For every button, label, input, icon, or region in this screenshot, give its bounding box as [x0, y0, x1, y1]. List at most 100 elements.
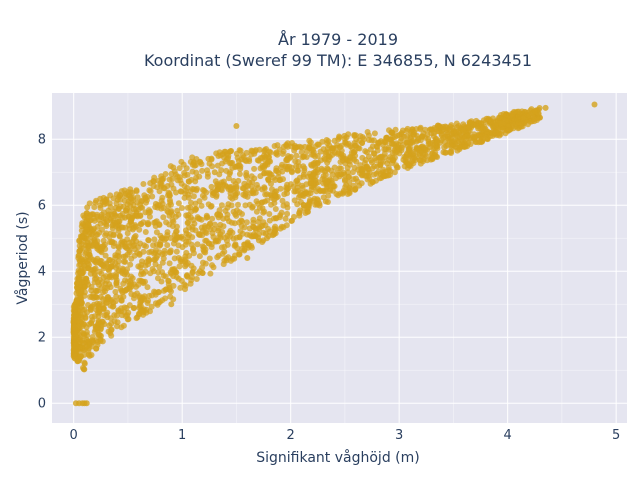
- plot-background: [52, 93, 627, 423]
- data-point: [295, 167, 301, 174]
- data-point: [165, 189, 172, 196]
- data-point: [169, 266, 176, 273]
- data-point: [189, 268, 196, 275]
- data-point: [239, 230, 246, 237]
- data-point: [115, 307, 122, 314]
- data-point: [416, 149, 423, 156]
- data-point: [198, 161, 205, 168]
- data-point: [188, 241, 195, 248]
- data-point: [211, 221, 218, 228]
- data-point: [272, 192, 279, 199]
- y-tick-label: 6: [38, 199, 46, 214]
- data-point: [146, 292, 153, 299]
- data-point: [136, 226, 143, 233]
- data-point: [121, 197, 128, 204]
- data-point: [284, 185, 291, 192]
- data-point: [128, 214, 135, 221]
- data-point: [128, 199, 135, 205]
- data-point: [207, 270, 214, 277]
- data-point: [361, 172, 368, 179]
- data-point: [232, 242, 239, 249]
- data-point: [72, 318, 79, 325]
- data-point: [103, 299, 110, 306]
- data-point: [263, 235, 270, 242]
- data-point: [475, 125, 482, 132]
- data-point: [351, 132, 358, 138]
- data-point: [86, 200, 93, 207]
- data-point: [168, 181, 175, 188]
- data-point: [515, 108, 522, 115]
- data-point: [509, 120, 516, 127]
- data-point: [228, 148, 235, 154]
- data-point: [352, 185, 359, 192]
- data-point: [154, 184, 161, 191]
- data-point: [323, 137, 330, 143]
- data-point: [162, 273, 169, 280]
- data-point: [159, 194, 166, 201]
- data-point: [168, 301, 175, 308]
- data-point: [217, 212, 224, 219]
- data-point: [226, 218, 232, 225]
- data-point: [160, 214, 167, 221]
- data-point: [460, 127, 467, 134]
- data-point: [492, 122, 499, 129]
- data-point: [140, 181, 147, 187]
- data-point: [171, 168, 178, 175]
- x-tick-label: 2: [287, 428, 295, 443]
- data-point: [327, 187, 333, 194]
- data-point: [322, 179, 329, 186]
- data-point: [295, 159, 302, 165]
- data-point: [219, 229, 226, 235]
- data-point: [209, 215, 216, 222]
- data-point: [173, 189, 179, 196]
- data-point: [120, 253, 127, 260]
- data-point: [448, 148, 455, 155]
- data-point: [185, 214, 192, 221]
- data-point: [216, 207, 223, 214]
- data-point: [71, 347, 78, 354]
- data-point: [120, 280, 127, 287]
- data-point: [141, 192, 148, 199]
- tick-labels-layer: 0 1 2 3 4 5 0 2 4 6 8: [38, 133, 621, 443]
- data-point: [92, 258, 98, 265]
- data-point: [296, 212, 303, 219]
- data-point: [482, 119, 489, 125]
- data-point: [236, 171, 243, 177]
- data-point: [98, 284, 105, 291]
- data-point: [484, 135, 490, 142]
- data-point: [398, 144, 405, 151]
- data-point: [199, 264, 206, 271]
- data-point: [210, 189, 217, 196]
- data-point: [301, 165, 308, 172]
- data-point: [223, 156, 230, 163]
- data-point: [500, 111, 507, 117]
- data-point: [259, 205, 266, 212]
- data-point: [118, 268, 125, 275]
- data-point: [282, 215, 289, 222]
- data-point: [517, 121, 524, 128]
- data-point: [160, 185, 167, 191]
- data-point: [95, 313, 102, 320]
- y-tick-label: 2: [38, 331, 46, 346]
- data-point: [97, 248, 104, 254]
- data-point: [73, 280, 80, 287]
- data-point: [203, 237, 210, 244]
- data-point: [187, 280, 194, 287]
- data-point: [164, 232, 171, 239]
- data-point: [182, 253, 189, 260]
- data-point: [148, 303, 155, 310]
- data-point: [114, 196, 121, 203]
- data-point: [100, 209, 107, 216]
- data-point: [122, 287, 129, 294]
- data-point: [299, 154, 306, 161]
- data-point: [236, 209, 243, 216]
- data-point: [229, 186, 236, 193]
- data-point: [256, 215, 263, 222]
- data-point: [121, 258, 128, 265]
- data-point: [374, 143, 381, 150]
- data-point: [138, 261, 145, 268]
- data-point: [116, 233, 123, 240]
- data-point: [283, 222, 290, 229]
- data-point: [170, 240, 177, 247]
